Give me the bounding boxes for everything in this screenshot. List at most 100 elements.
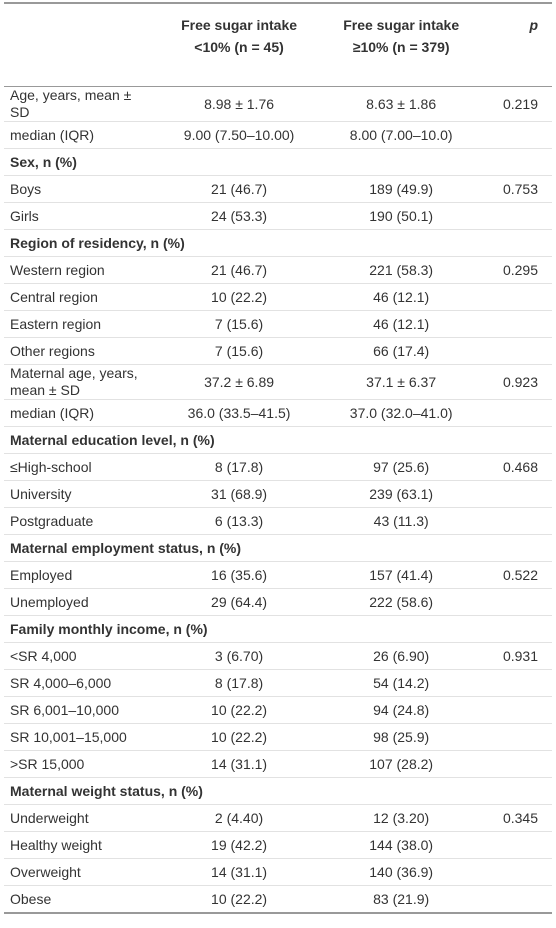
data-row: Eastern region 7 (15.6) 46 (12.1) bbox=[4, 310, 552, 338]
row-label: median (IQR) bbox=[4, 399, 158, 427]
cell: 46 (12.1) bbox=[320, 283, 483, 311]
cell: 46 (12.1) bbox=[320, 310, 483, 338]
cell: 83 (21.9) bbox=[373, 890, 430, 907]
header-text: ≥10% (n = 379) bbox=[352, 39, 450, 55]
data-row: Age, years, mean ± SD 8.98 ± 1.76 8.63 ± 1… bbox=[4, 86, 552, 122]
cell bbox=[482, 337, 552, 365]
data-row: Underweight 2 (4.40) 12 (3.20) 0.345 bbox=[4, 804, 552, 832]
cell: 140 (36.9) bbox=[320, 858, 483, 886]
header-cell bbox=[4, 3, 158, 87]
data-row: Central region 10 (22.2) 46 (12.1) bbox=[4, 283, 552, 311]
row-label: Eastern region bbox=[4, 310, 158, 338]
row-label: Age, years, mean ± SD bbox=[4, 86, 158, 122]
data-row: Girls 24 (53.3) 190 (50.1) bbox=[4, 202, 552, 230]
cell bbox=[482, 399, 552, 427]
cell: 0.931 bbox=[482, 642, 552, 670]
section-label: Maternal education level, n (%) bbox=[4, 426, 552, 454]
row-label: Girls bbox=[4, 202, 158, 230]
cell: 37.2 ± 6.89 bbox=[158, 364, 321, 400]
row-label: Western region bbox=[4, 256, 158, 284]
cell: 14 (31.1) bbox=[158, 858, 321, 886]
data-row: Boys 21 (46.7) 189 (49.9) 0.753 bbox=[4, 175, 552, 203]
cell: 107 (28.2) bbox=[320, 750, 483, 778]
cell: 157 (41.4) bbox=[320, 561, 483, 589]
row-label: Overweight bbox=[4, 858, 158, 886]
cell: 26 (6.90) bbox=[320, 642, 483, 670]
cell: 10 (22.2) bbox=[158, 723, 321, 751]
cell: 31 (68.9) bbox=[158, 480, 321, 508]
cell: 19 (42.2) bbox=[158, 831, 321, 859]
data-row: >SR 15,000 14 (31.1) 107 (28.2) bbox=[4, 750, 552, 778]
cell: 54 (14.2) bbox=[320, 669, 483, 697]
header-cell: Free sugar intake <10% (n = 45) bbox=[158, 3, 321, 87]
data-row: SR 10,001–15,000 10 (22.2) 98 (25.9) bbox=[4, 723, 552, 751]
cell: 37.0 (32.0–41.0) bbox=[320, 399, 483, 427]
header-text: Free sugar intake bbox=[181, 17, 298, 33]
row-label: Obese bbox=[10, 890, 52, 907]
section-label: Maternal weight status, n (%) bbox=[4, 777, 552, 805]
row-label: SR 6,001–10,000 bbox=[4, 696, 158, 724]
cell: 189 (49.9) bbox=[320, 175, 483, 203]
cell: 0.753 bbox=[482, 175, 552, 203]
cell: 8 (17.8) bbox=[158, 453, 321, 481]
row-label: Unemployed bbox=[4, 588, 158, 616]
cell: 2 (4.40) bbox=[158, 804, 321, 832]
row-label: Central region bbox=[4, 283, 158, 311]
cell: 0.295 bbox=[482, 256, 552, 284]
data-row: Healthy weight 19 (42.2) 144 (38.0) bbox=[4, 831, 552, 859]
cell: 10 (22.2) bbox=[211, 890, 268, 907]
cell: 3 (6.70) bbox=[158, 642, 321, 670]
cell bbox=[482, 480, 552, 508]
cell: 14 (31.1) bbox=[158, 750, 321, 778]
cell bbox=[482, 750, 552, 778]
header-text: Free sugar intake bbox=[343, 17, 460, 33]
cell: 36.0 (33.5–41.5) bbox=[158, 399, 321, 427]
cell: 24 (53.3) bbox=[158, 202, 321, 230]
row-label: Postgraduate bbox=[4, 507, 158, 535]
cell: 0.923 bbox=[482, 364, 552, 400]
cell bbox=[482, 588, 552, 616]
cell bbox=[482, 310, 552, 338]
cell: 21 (46.7) bbox=[158, 175, 321, 203]
row-label: Boys bbox=[4, 175, 158, 203]
cell: 222 (58.6) bbox=[320, 588, 483, 616]
cell: 8.00 (7.00–10.0) bbox=[320, 121, 483, 149]
cell: 97 (25.6) bbox=[320, 453, 483, 481]
data-row: SR 4,000–6,000 8 (17.8) 54 (14.2) bbox=[4, 669, 552, 697]
section-label: Sex, n (%) bbox=[4, 148, 552, 176]
section-row: Sex, n (%) bbox=[4, 148, 552, 176]
header-text: p bbox=[529, 17, 538, 33]
row-label: Healthy weight bbox=[4, 831, 158, 859]
cell bbox=[482, 669, 552, 697]
section-row: Family monthly income, n (%) bbox=[4, 615, 552, 643]
cell: 8 (17.8) bbox=[158, 669, 321, 697]
row-label: median (IQR) bbox=[4, 121, 158, 149]
cell: 239 (63.1) bbox=[320, 480, 483, 508]
row-label: University bbox=[4, 480, 158, 508]
cell: 7 (15.6) bbox=[158, 310, 321, 338]
section-row: Maternal employment status, n (%) bbox=[4, 534, 552, 562]
cell: 0.522 bbox=[482, 561, 552, 589]
data-row: <SR 4,000 3 (6.70) 26 (6.90) 0.931 bbox=[4, 642, 552, 670]
data-row: Other regions 7 (15.6) 66 (17.4) bbox=[4, 337, 552, 365]
row-label: Employed bbox=[4, 561, 158, 589]
cell bbox=[482, 858, 552, 886]
cell bbox=[482, 202, 552, 230]
section-label: Family monthly income, n (%) bbox=[4, 615, 552, 643]
header-text: <10% (n = 45) bbox=[194, 39, 284, 55]
data-table: Free sugar intake <10% (n = 45) Free sugar… bbox=[4, 2, 552, 914]
cell: 9.00 (7.50–10.00) bbox=[158, 121, 321, 149]
cell bbox=[482, 121, 552, 149]
section-row: Maternal weight status, n (%) bbox=[4, 777, 552, 805]
cell: 8.63 ± 1.86 bbox=[320, 86, 483, 122]
row-label: SR 4,000–6,000 bbox=[4, 669, 158, 697]
header-cell: p bbox=[482, 3, 552, 87]
data-row: Employed 16 (35.6) 157 (41.4) 0.522 bbox=[4, 561, 552, 589]
cell bbox=[482, 886, 552, 914]
data-row: Postgraduate 6 (13.3) 43 (11.3) bbox=[4, 507, 552, 535]
data-row: Western region 21 (46.7) 221 (58.3) 0.295 bbox=[4, 256, 552, 284]
data-row: median (IQR) 36.0 (33.5–41.5) 37.0 (32.0–4… bbox=[4, 399, 552, 427]
cell bbox=[482, 831, 552, 859]
cell: 94 (24.8) bbox=[320, 696, 483, 724]
data-row: University 31 (68.9) 239 (63.1) bbox=[4, 480, 552, 508]
